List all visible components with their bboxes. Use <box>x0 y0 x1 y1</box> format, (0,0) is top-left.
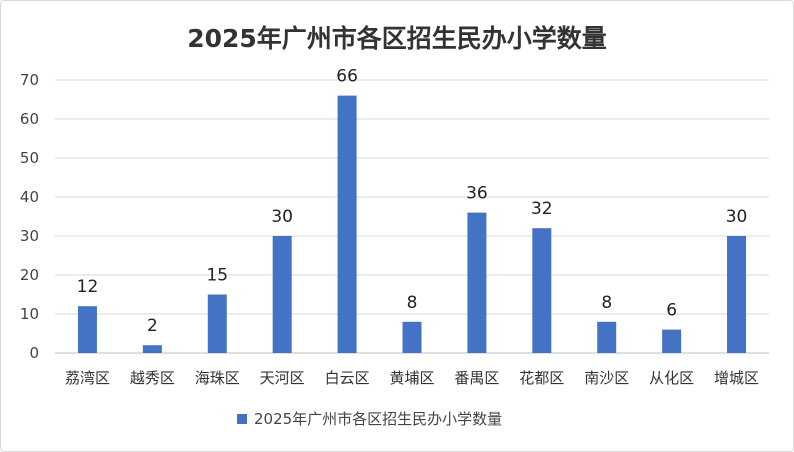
bar <box>272 236 292 353</box>
y-tick-label: 0 <box>29 344 39 362</box>
y-axis-ticks: 0 10 20 30 40 50 60 70 <box>20 71 39 362</box>
x-tick-label: 越秀区 <box>130 369 175 387</box>
y-tick-label: 60 <box>20 110 39 128</box>
x-tick-label: 黄埔区 <box>389 369 434 387</box>
bar <box>77 306 97 353</box>
bar <box>142 345 162 353</box>
y-tick-label: 20 <box>20 266 39 284</box>
x-axis-categories: 荔湾区 越秀区 海珠区 天河区 白云区 黄埔区 番禺区 花都区 南沙区 从化区 增城区 <box>65 369 759 387</box>
y-tick-label: 30 <box>20 227 39 245</box>
data-label: 32 <box>531 199 553 219</box>
bar <box>532 228 552 353</box>
bars <box>77 95 747 353</box>
bar <box>207 294 227 353</box>
x-tick-label: 白云区 <box>325 369 370 387</box>
y-tick-label: 50 <box>20 149 39 167</box>
data-label: 12 <box>77 277 99 297</box>
bar <box>402 321 422 353</box>
x-tick-label: 海珠区 <box>195 369 240 387</box>
y-tick-label: 10 <box>20 305 39 323</box>
data-label: 30 <box>271 207 293 227</box>
bar <box>597 321 617 353</box>
gridlines <box>55 79 769 354</box>
y-tick-label: 70 <box>20 71 39 89</box>
data-label: 36 <box>466 184 488 204</box>
x-tick-label: 从化区 <box>649 369 694 387</box>
chart-title: 2025年广州市各区招生民办小学数量 <box>187 24 607 53</box>
x-tick-label: 花都区 <box>519 369 564 387</box>
x-tick-label: 荔湾区 <box>65 369 110 387</box>
bar <box>727 236 747 353</box>
x-tick-label: 天河区 <box>260 369 305 387</box>
legend-swatch <box>237 414 247 424</box>
data-label: 8 <box>601 293 612 313</box>
x-tick-label: 南沙区 <box>584 369 629 387</box>
bar <box>662 329 682 353</box>
bar <box>337 95 357 353</box>
data-label: 8 <box>407 293 418 313</box>
data-labels: 12 2 15 30 66 8 36 32 8 6 30 <box>77 67 748 337</box>
data-label: 2 <box>147 316 158 336</box>
data-label: 6 <box>666 301 677 321</box>
data-label: 15 <box>206 266 228 286</box>
legend: 2025年广州市各区招生民办小学数量 <box>237 410 502 428</box>
data-label: 66 <box>336 67 358 87</box>
y-tick-label: 40 <box>20 188 39 206</box>
x-tick-label: 增城区 <box>714 369 759 387</box>
x-tick-label: 番禺区 <box>454 369 499 387</box>
legend-label: 2025年广州市各区招生民办小学数量 <box>254 410 502 428</box>
bar <box>467 212 487 353</box>
data-label: 30 <box>726 207 748 227</box>
